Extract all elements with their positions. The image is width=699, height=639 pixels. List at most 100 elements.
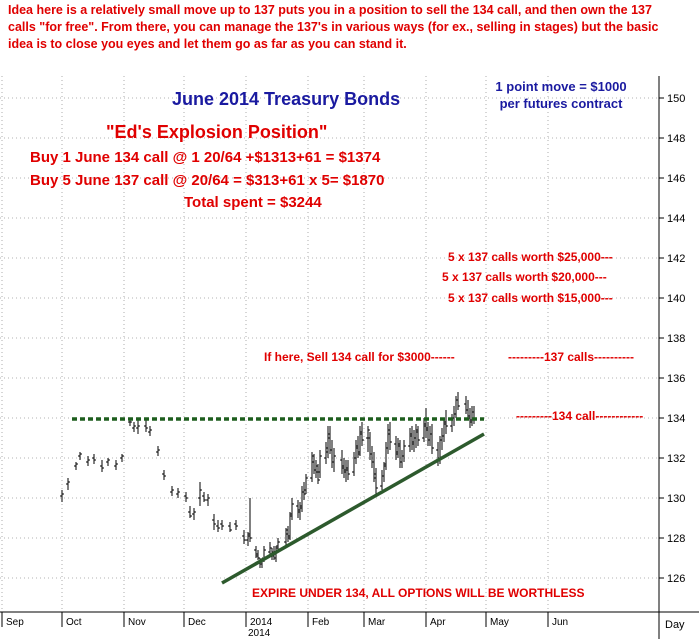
x-corner-label: Day xyxy=(665,619,685,631)
ohlc-bar xyxy=(136,420,140,434)
ohlc-bar xyxy=(234,520,238,530)
intro-text: Idea here is a relatively small move up … xyxy=(8,3,659,51)
ohlc-bar xyxy=(354,440,358,464)
ohlc-bar xyxy=(370,446,374,468)
ohlc-bar xyxy=(356,436,360,458)
ohlc-bar xyxy=(66,478,70,490)
x-tick-label: Nov xyxy=(128,617,146,628)
annotation-25000: 5 x 137 calls worth $25,000--- xyxy=(448,250,613,264)
ohlc-bar xyxy=(298,502,302,520)
ohlc-bar xyxy=(286,526,290,542)
x-tick-label: Sep xyxy=(6,617,24,628)
annotation-15000: 5 x 137 calls worth $15,000--- xyxy=(448,291,613,305)
ohlc-bar xyxy=(86,456,90,466)
ohlc-bar xyxy=(324,442,328,464)
ohlc-bar xyxy=(216,520,220,532)
ohlc-bar xyxy=(78,452,82,460)
ohlc-bar xyxy=(346,460,350,480)
ohlc-bar xyxy=(466,400,470,420)
y-tick-label: 142 xyxy=(667,253,685,265)
ohlc-bar xyxy=(414,424,418,448)
y-tick-label: 132 xyxy=(667,453,685,465)
ohlc-bar xyxy=(60,490,64,502)
x-axis: Sep Oct Nov Dec 2014 Feb Mar Apr May Jun 2014 Day xyxy=(1,612,685,639)
x-tick-label: 2014 xyxy=(250,617,273,628)
y-tick-label: 148 xyxy=(667,133,685,145)
annotation-sell-134: If here, Sell 134 call for $3000------ xyxy=(264,350,455,364)
ohlc-bar xyxy=(412,430,416,452)
ohlc-bar xyxy=(92,454,96,464)
ohlc-bar xyxy=(318,450,322,478)
annotation-20000: 5 x 137 calls worth $20,000--- xyxy=(442,270,607,284)
ohlc-bar xyxy=(176,488,180,498)
ohlc-bar xyxy=(470,406,474,426)
ohlc-bar xyxy=(120,454,124,462)
ohlc-bar xyxy=(326,426,330,458)
y-tick-label: 146 xyxy=(667,173,685,185)
ohlc-bar xyxy=(170,486,174,496)
ohlc-bar xyxy=(400,450,404,468)
ohlc-bar xyxy=(358,426,362,456)
ohlc-bar xyxy=(202,492,206,502)
ohlc-bar xyxy=(156,446,160,456)
ohlc-bar xyxy=(74,462,78,470)
ohlc-bar xyxy=(382,462,386,482)
ohlc-bar xyxy=(428,426,432,446)
ohlc-bar xyxy=(302,482,306,500)
y-tick-label: 136 xyxy=(667,373,685,385)
ohlc-bar xyxy=(430,424,434,454)
ohlc-bar xyxy=(106,458,110,466)
trade-line-1: Buy 1 June 134 call @ 1 20/64 +$1313+61 … xyxy=(30,149,381,166)
ohlc-bar xyxy=(188,506,192,518)
ohlc-bar xyxy=(256,550,260,560)
y-tick-label: 144 xyxy=(667,213,685,225)
x-tick-label: Mar xyxy=(368,617,386,628)
y-tick-label: 138 xyxy=(667,333,685,345)
rising-trendline xyxy=(221,432,485,585)
ohlc-bar xyxy=(380,470,384,490)
ohlc-bar xyxy=(132,422,136,432)
chart-title: June 2014 Treasury Bonds xyxy=(172,89,401,109)
ohlc-bar xyxy=(444,410,448,434)
ohlc-bar xyxy=(332,448,336,472)
ohlc-bar xyxy=(312,454,316,474)
ohlc-bar xyxy=(452,406,456,426)
ohlc-bar xyxy=(450,414,454,432)
ohlc-bar xyxy=(442,418,446,442)
ohlc-bar xyxy=(228,522,232,532)
ohlc-bar xyxy=(416,426,420,446)
ohlc-bar xyxy=(472,406,476,424)
trend-lines xyxy=(72,417,485,585)
annotation-expire-warning: EXPIRE UNDER 134, ALL OPTIONS WILL BE WO… xyxy=(252,586,585,600)
ohlc-bar xyxy=(290,498,294,520)
ohlc-bar xyxy=(296,500,300,518)
y-tick-label: 126 xyxy=(667,573,685,585)
ohlc-bar xyxy=(426,422,430,446)
ohlc-bar xyxy=(100,460,104,472)
ohlc-bar xyxy=(304,474,308,494)
ohlc-bar xyxy=(360,422,364,446)
ohlc-bar xyxy=(248,498,252,542)
x-tick-label: Jun xyxy=(552,617,568,628)
ohlc-bar xyxy=(310,452,314,482)
ohlc-bar xyxy=(464,396,468,414)
ohlc-bar xyxy=(402,440,406,462)
ohlc-bar xyxy=(206,494,210,506)
ohlc-bar xyxy=(366,426,370,452)
ohlc-bar xyxy=(374,468,378,494)
ohlc-bar xyxy=(114,460,118,470)
x-tick-label: Dec xyxy=(188,617,206,628)
ohlc-bar xyxy=(456,392,460,410)
ohlc-bar xyxy=(220,520,224,530)
ohlc-bar xyxy=(410,426,414,450)
ohlc-bar xyxy=(352,452,356,476)
total-spent: Total spent = $3244 xyxy=(184,194,322,211)
x-tick-label: Feb xyxy=(312,617,330,628)
x-tick-label: Apr xyxy=(430,617,446,628)
ohlc-bar xyxy=(316,464,320,484)
ohlc-bar xyxy=(454,396,458,418)
chart-frame xyxy=(0,76,699,639)
ohlc-bar xyxy=(344,460,348,482)
ohlc-bar xyxy=(422,418,426,442)
